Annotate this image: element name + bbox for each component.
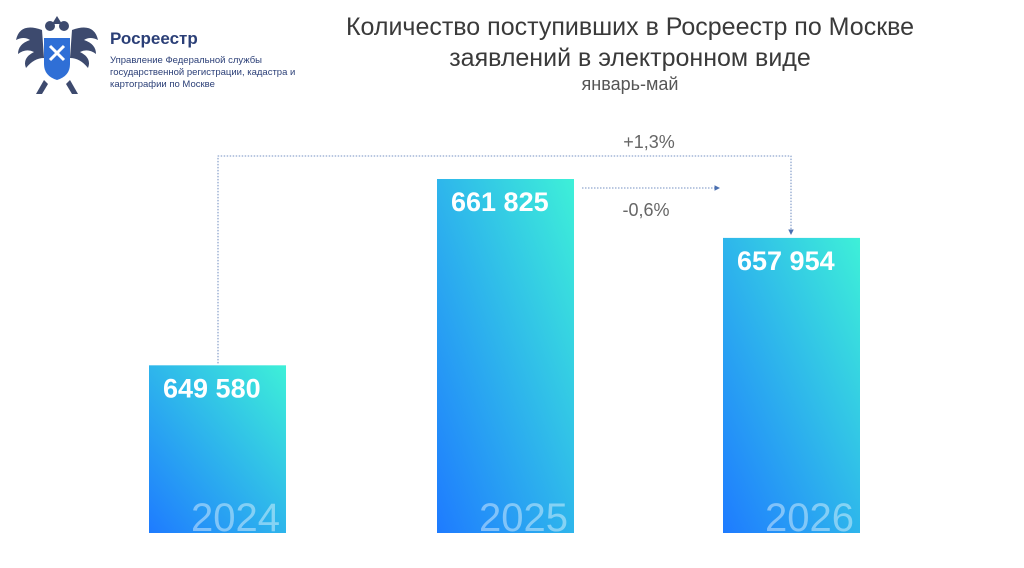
bar-2026 — [723, 237, 860, 533]
logo-name: Росреестр — [110, 29, 198, 48]
eagle-emblem-icon — [16, 16, 98, 94]
bar-value-label: 661 825 — [451, 187, 549, 217]
rosreestr-logo: Росреестр Управление Федеральной службы … — [12, 10, 302, 102]
chart-title: Количество поступивших в Росреестр по Мо… — [345, 13, 915, 72]
change-label-2024-2026: +1,3% — [623, 132, 675, 152]
bar-value-label: 649 580 — [163, 373, 261, 403]
change-arrow-2024-2026 — [217, 155, 794, 364]
change-label-2025-2026: -0,6% — [622, 200, 669, 220]
category-label: 2024 — [191, 496, 280, 540]
bar-2024 — [149, 365, 286, 533]
logo-subtitle: Управление Федеральной службы государств… — [110, 55, 296, 90]
bar-value-label: 657 954 — [737, 246, 835, 276]
category-label: 2025 — [479, 496, 568, 540]
bar-2025 — [437, 179, 574, 533]
chart-subtitle: январь-май — [581, 74, 679, 94]
category-label: 2026 — [765, 496, 854, 540]
